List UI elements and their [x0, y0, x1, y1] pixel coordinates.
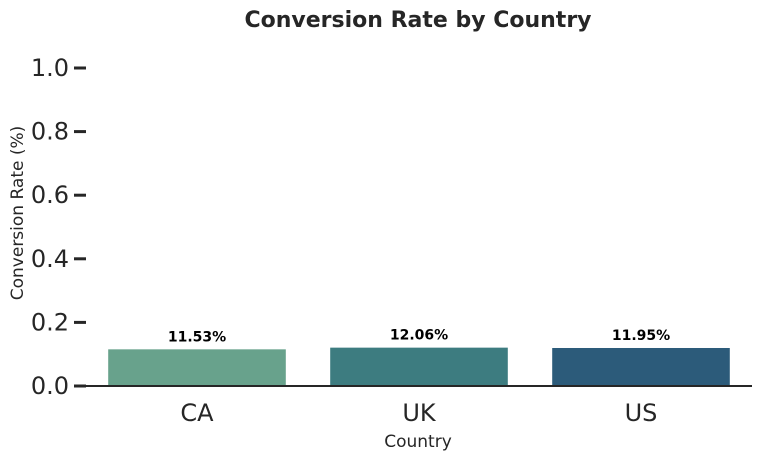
bars: 11.53% 12.06% 11.95%	[108, 328, 730, 386]
bar-uk	[330, 347, 508, 386]
x-axis: CA UK US	[180, 399, 657, 427]
y-tick-label: 0.6	[31, 181, 69, 209]
x-tick-label: UK	[402, 399, 437, 427]
chart-title: Conversion Rate by Country	[244, 8, 591, 33]
x-axis-label: Country	[384, 432, 452, 452]
x-tick-label: US	[625, 399, 658, 427]
bar-value-label: 12.06%	[390, 328, 448, 344]
y-axis: 0.0 0.2 0.4 0.6 0.8 1.0	[31, 54, 86, 400]
y-axis-label: Conversion Rate (%)	[8, 126, 28, 301]
bar-value-label: 11.53%	[168, 329, 226, 345]
bar-ca	[108, 349, 286, 386]
bar-value-label: 11.95%	[612, 328, 670, 344]
y-tick-label: 1.0	[31, 54, 69, 82]
y-tick-label: 0.4	[31, 245, 69, 273]
y-tick-label: 0.2	[31, 308, 69, 336]
x-tick-label: CA	[180, 399, 214, 427]
y-tick-label: 0.8	[31, 118, 69, 146]
y-tick-label: 0.0	[31, 372, 69, 400]
bar-us	[552, 347, 730, 386]
